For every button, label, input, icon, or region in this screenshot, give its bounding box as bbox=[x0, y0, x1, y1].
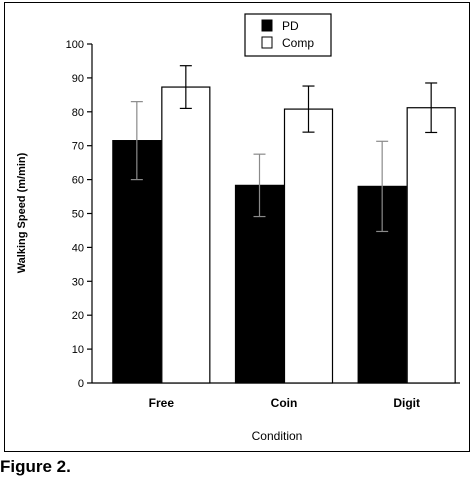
y-tick-label: 30 bbox=[72, 276, 84, 288]
figure-frame bbox=[4, 2, 470, 452]
bars bbox=[112, 65, 456, 384]
bar-comp-free bbox=[161, 86, 211, 384]
error-bar-comp-digit bbox=[425, 82, 438, 134]
x-axis: Free Coin Digit bbox=[92, 382, 460, 410]
legend: PD Comp bbox=[244, 13, 332, 57]
x-tick-label: Free bbox=[149, 396, 175, 410]
y-tick-label: 40 bbox=[72, 242, 84, 254]
y-tick-label: 10 bbox=[72, 344, 84, 356]
bar-chart: 0 10 20 30 40 50 60 70 80 90 100 Free Coin Digit PD C… bbox=[16, 13, 460, 443]
x-axis-label: Condition bbox=[252, 429, 303, 443]
bar-comp-coin bbox=[283, 108, 334, 384]
legend-swatch-comp bbox=[261, 36, 273, 49]
legend-label-pd: PD bbox=[282, 19, 299, 33]
y-tick-label: 80 bbox=[72, 107, 84, 119]
bar-comp-digit bbox=[406, 107, 456, 384]
legend-swatch-pd bbox=[261, 19, 273, 32]
figure-caption: Figure 2. bbox=[0, 457, 71, 476]
error-bar-comp-coin bbox=[302, 85, 315, 133]
error-bar-pd-coin bbox=[253, 153, 266, 218]
y-tick-label: 0 bbox=[78, 378, 84, 390]
error-bar-pd-free bbox=[130, 101, 143, 181]
bar-pd-free bbox=[112, 140, 162, 384]
error-bar-pd-digit bbox=[376, 140, 389, 233]
y-tick-label: 60 bbox=[72, 175, 84, 187]
x-tick-label: Digit bbox=[393, 396, 420, 410]
y-tick-label: 100 bbox=[66, 39, 84, 51]
y-axis-label: Walking Speed (m/min) bbox=[16, 152, 28, 273]
error-bar-comp-free bbox=[179, 65, 192, 110]
legend-box bbox=[244, 13, 332, 57]
y-axis: 0 10 20 30 40 50 60 70 80 90 100 bbox=[66, 39, 93, 390]
y-tick-label: 20 bbox=[72, 310, 84, 322]
legend-label-comp: Comp bbox=[282, 36, 314, 50]
y-tick-label: 50 bbox=[72, 209, 84, 221]
y-tick-label: 90 bbox=[72, 73, 84, 85]
x-tick-label: Coin bbox=[271, 396, 298, 410]
y-tick-label: 70 bbox=[72, 141, 84, 153]
bar-pd-coin bbox=[234, 184, 285, 384]
